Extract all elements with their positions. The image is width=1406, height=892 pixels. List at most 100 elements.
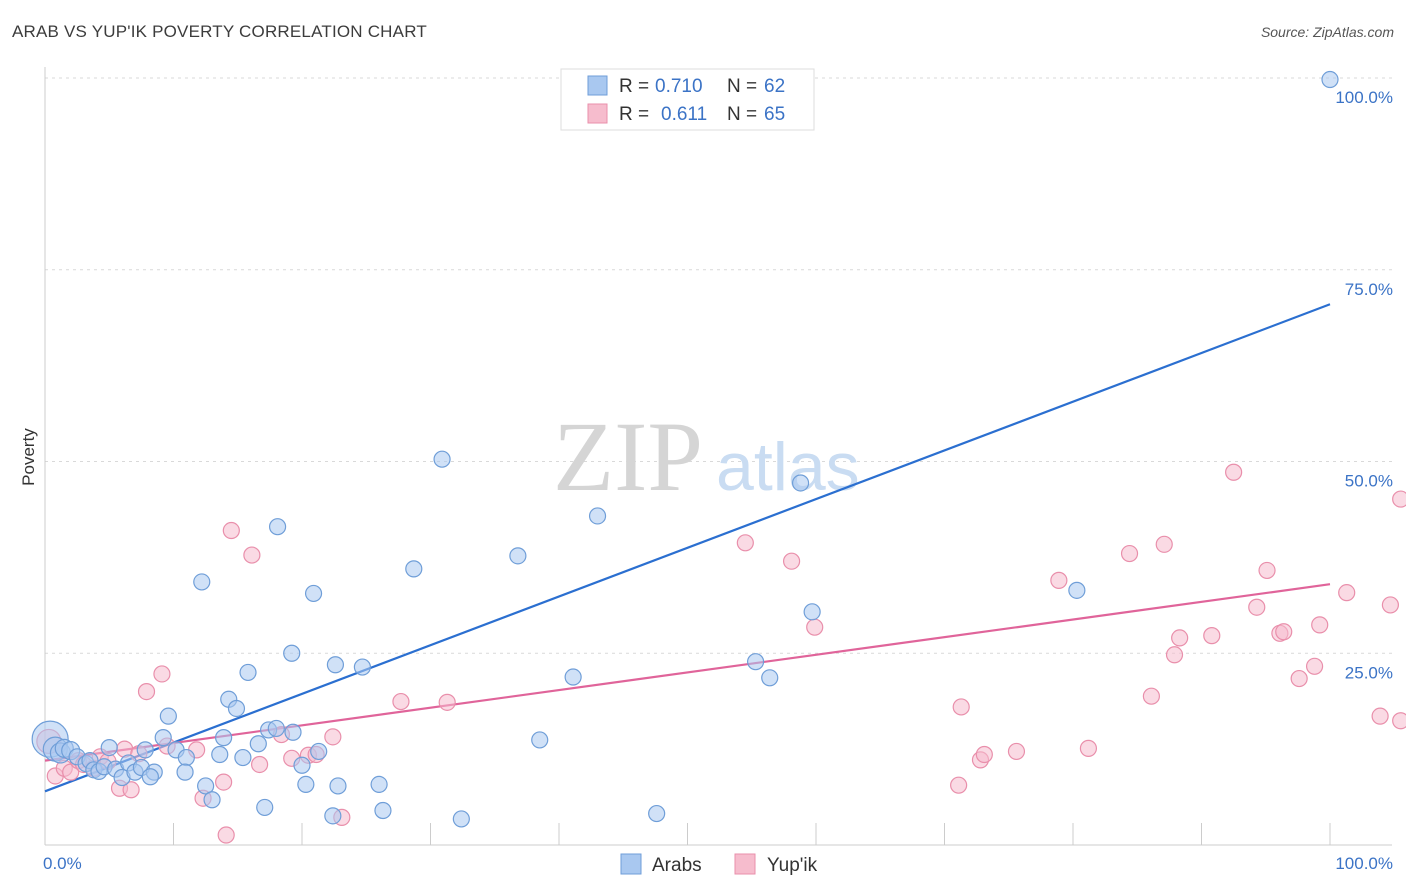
arabs-point-49 — [370, 775, 388, 794]
arabs-point-27 — [203, 791, 221, 809]
arabs-point-46 — [326, 656, 345, 674]
legend-arabs-r-label: R = — [619, 76, 649, 97]
arabs-point-28 — [211, 745, 229, 764]
legend-bottom-arabs-swatch — [620, 853, 642, 875]
axes — [44, 67, 1392, 846]
legend-yupik-n-value: 65 — [764, 104, 785, 125]
yupik-point-14 — [153, 665, 171, 683]
arabs-point-19 — [141, 768, 159, 786]
data-points — [31, 70, 1406, 844]
arabs-point-40 — [284, 723, 302, 741]
yupik-point-57 — [1381, 596, 1399, 614]
arabs-point-45 — [324, 807, 342, 825]
arabs-point-61 — [791, 474, 810, 492]
yupik-point-31 — [736, 534, 754, 552]
arabs-point-29 — [215, 729, 233, 747]
arabs-point-60 — [761, 669, 779, 687]
yupik-point-11 — [122, 781, 140, 799]
tick-labels: 100.0% 75.0% 50.0% 25.0% 0.0% 100.0% — [43, 88, 1393, 873]
arabs-point-64 — [1321, 70, 1339, 89]
arabs-point-52 — [433, 450, 451, 468]
yupik-trend-line — [44, 583, 1331, 762]
arabs-point-26 — [197, 777, 215, 795]
arabs-point-32 — [234, 748, 252, 767]
yupik-point-19 — [217, 826, 235, 844]
legend-bottom-yupik-swatch — [734, 853, 756, 875]
arabs-point-21 — [159, 707, 177, 725]
legend-arabs-swatch — [587, 75, 608, 96]
arabs-point-25 — [193, 573, 211, 591]
yupik-point-29 — [392, 692, 410, 711]
arabs-point-20 — [154, 729, 172, 747]
legend-arabs-r-value: 0.710 — [655, 76, 703, 97]
arabs-point-23 — [177, 748, 195, 767]
yupik-point-21 — [243, 546, 261, 564]
yupik-point-53 — [1305, 657, 1324, 675]
yupik-point-58 — [1392, 712, 1406, 730]
arabs-point-50 — [374, 801, 392, 820]
y-tick-label-3: 25.0% — [1345, 663, 1393, 682]
x-tick-label-min: 0.0% — [43, 854, 82, 873]
yupik-point-56 — [1371, 707, 1389, 725]
yupik-point-46 — [1203, 627, 1221, 645]
arabs-point-37 — [267, 719, 285, 738]
legend-yupik-n-label: N = — [727, 104, 757, 125]
yupik-point-22 — [250, 755, 269, 774]
arabs-point-34 — [249, 735, 267, 753]
legend-yupik-r-label: R = — [619, 104, 649, 125]
legend-yupik-r-value: 0.611 — [661, 104, 707, 125]
arabs-point-38 — [268, 518, 287, 536]
yupik-point-38 — [1007, 742, 1026, 761]
legend-yupik-swatch — [587, 103, 608, 124]
arabs-point-63 — [1068, 581, 1086, 599]
y-tick-label-1: 75.0% — [1345, 280, 1393, 299]
yupik-point-34 — [952, 698, 970, 716]
yupik-point-49 — [1258, 561, 1276, 580]
yupik-point-39 — [1050, 571, 1068, 589]
yupik-point-45 — [1171, 629, 1189, 647]
chart-title: ARAB VS YUP'IK POVERTY CORRELATION CHART — [12, 22, 427, 41]
yupik-point-52 — [1290, 669, 1308, 688]
source-attribution: Source: ZipAtlas.com — [1260, 24, 1394, 40]
yupik-point-18 — [215, 773, 233, 791]
trend-lines — [44, 303, 1331, 793]
arabs-point-39 — [283, 644, 301, 662]
arabs-point-51 — [405, 560, 423, 578]
legend-arabs-n-value: 62 — [764, 76, 785, 97]
yupik-point-59 — [1392, 490, 1406, 508]
arabs-point-54 — [509, 547, 527, 565]
yupik-point-43 — [1155, 535, 1173, 553]
arabs-trend-line — [44, 303, 1331, 793]
arabs-point-47 — [329, 777, 347, 795]
arabs-point-17 — [136, 741, 154, 759]
legend-bottom-yupik-label: Yup'ik — [767, 855, 818, 876]
yupik-point-27 — [324, 728, 342, 746]
yupik-point-42 — [1142, 687, 1160, 705]
watermark-zip: ZIP — [553, 401, 703, 512]
gridlines — [45, 77, 1392, 654]
yupik-point-30 — [438, 693, 456, 711]
arabs-point-41 — [293, 756, 311, 774]
yupik-point-32 — [782, 552, 801, 570]
x-tick-label-max: 100.0% — [1335, 854, 1393, 873]
y-tick-label-0: 100.0% — [1335, 88, 1393, 107]
yupik-point-44 — [1165, 646, 1184, 664]
arabs-point-58 — [648, 804, 666, 823]
yupik-point-48 — [1248, 598, 1266, 616]
legend-bottom-arabs-label: Arabs — [652, 855, 702, 876]
arabs-point-55 — [531, 731, 549, 749]
arabs-point-43 — [304, 584, 323, 603]
yupik-point-35 — [950, 776, 968, 794]
y-tick-label-2: 50.0% — [1345, 472, 1393, 491]
arabs-point-62 — [803, 603, 821, 621]
arabs-point-24 — [176, 763, 194, 781]
arabs-point-59 — [747, 653, 765, 671]
watermark-atlas: atlas — [716, 429, 860, 505]
yupik-point-20 — [222, 521, 240, 540]
series-legend: Arabs Yup'ik — [620, 853, 818, 876]
watermark: ZIP atlas — [553, 401, 860, 512]
yupik-point-40 — [1079, 739, 1098, 757]
arabs-point-42 — [297, 775, 315, 794]
yupik-point-33 — [806, 618, 824, 636]
